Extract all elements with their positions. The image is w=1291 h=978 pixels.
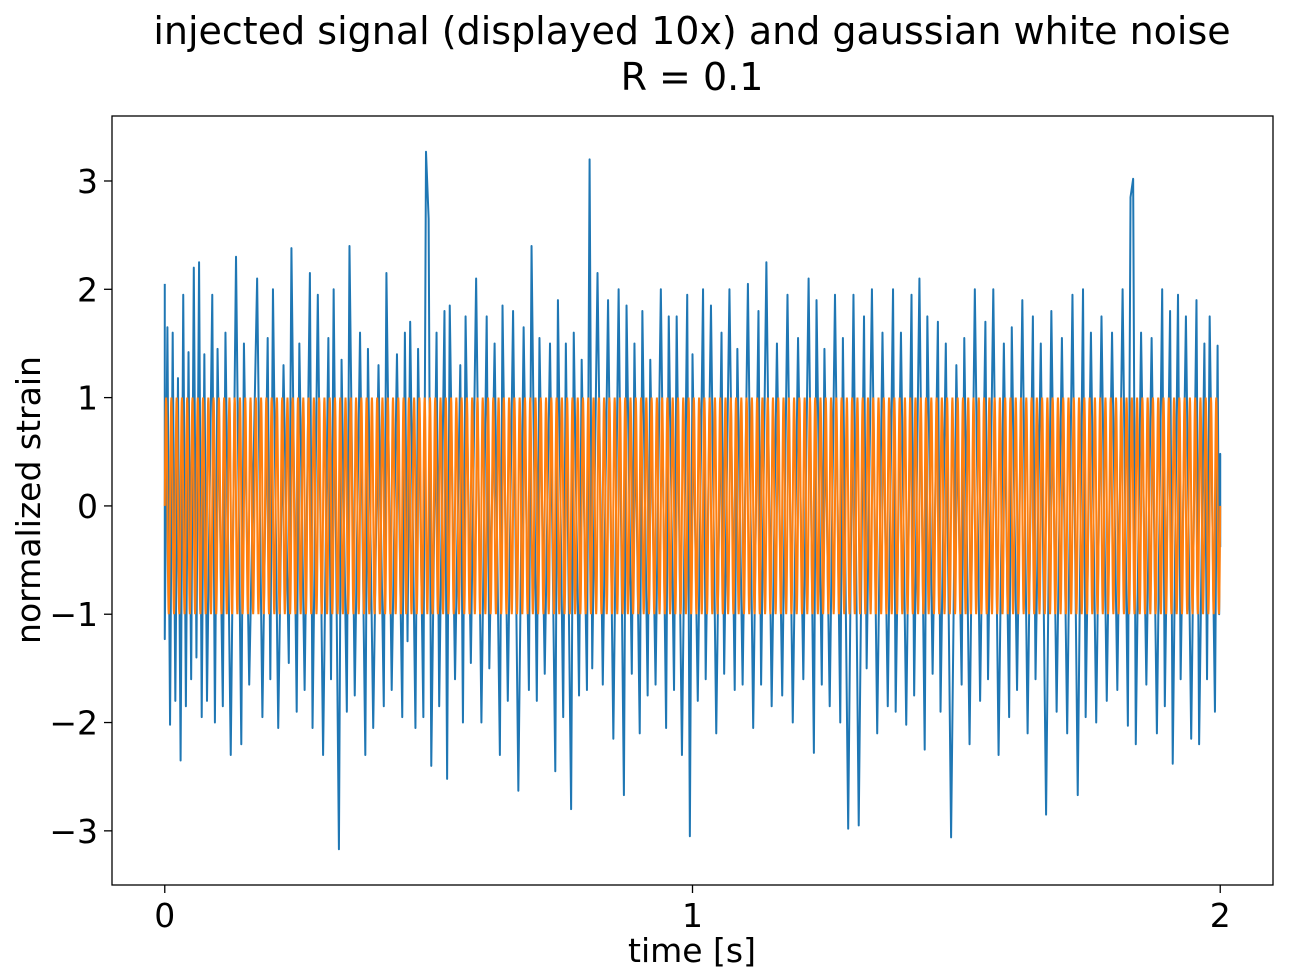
x-axis: 0 1 2: [154, 885, 1231, 935]
y-tick-label: 2: [77, 270, 98, 309]
y-tick-label: 1: [77, 379, 98, 418]
x-tick-label: 2: [1210, 896, 1231, 935]
y-tick-label: −1: [49, 595, 98, 634]
series-signal-line: [163, 397, 1222, 615]
y-axis: 3 2 1 0 −1 −2 −3: [49, 162, 112, 851]
y-tick-label: 3: [77, 162, 98, 201]
x-tick-label: 0: [154, 896, 175, 935]
y-tick-label: −2: [49, 704, 98, 743]
chart-subtitle: R = 0.1: [621, 55, 764, 99]
x-axis-label: time [s]: [628, 931, 756, 970]
chart-title: injected signal (displayed 10x) and gaus…: [153, 9, 1230, 53]
y-tick-label: −3: [49, 812, 98, 851]
x-tick-label: 1: [682, 896, 703, 935]
y-tick-label: 0: [77, 487, 98, 526]
y-axis-label: normalized strain: [9, 356, 48, 644]
plot-series: [163, 150, 1222, 851]
